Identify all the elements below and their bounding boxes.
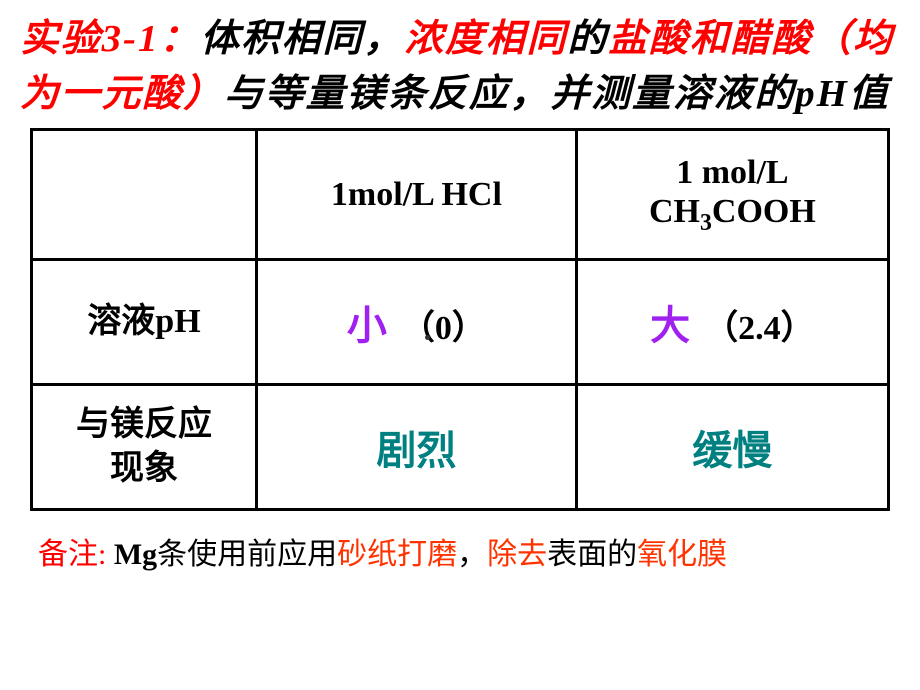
row-ph-hcl: 小 （0） bbox=[257, 260, 577, 385]
note-t2: 条使用前应用 bbox=[157, 538, 337, 571]
note-t7: 氧化膜 bbox=[637, 538, 727, 571]
row-reaction-hcl: 剧烈 bbox=[257, 385, 577, 510]
note-t3: 砂纸打磨 bbox=[337, 538, 457, 571]
header-blank bbox=[32, 130, 257, 260]
note-t5: 除去 bbox=[487, 538, 547, 571]
ph-hcl-word: 小 bbox=[347, 293, 387, 351]
row-reaction-label-a: 与镁反应 bbox=[76, 406, 212, 443]
ph-hcl-value: （0） bbox=[401, 300, 486, 349]
title-part1: 体积相同， bbox=[200, 18, 404, 60]
header-hcl: 1mol/L HCl bbox=[257, 130, 577, 260]
header-acetic: 1 mol/L CH3COOH bbox=[576, 130, 888, 260]
ph-acetic-value: （2.4） bbox=[704, 300, 815, 349]
header-hcl-text: 1mol/L HCl bbox=[331, 176, 502, 213]
header-acetic-cooh: COOH bbox=[712, 193, 816, 230]
title-label: 实验3-1： bbox=[20, 18, 200, 60]
table-row-reaction: 与镁反应 现象 剧烈 缓慢 bbox=[32, 385, 889, 510]
reaction-hcl: 剧烈 bbox=[376, 428, 456, 473]
title-part3: 的 bbox=[567, 18, 608, 60]
experiment-title: 实验3-1：体积相同，浓度相同的盐酸和醋酸（均为一元酸）与等量镁条反应，并测量溶… bbox=[20, 12, 918, 122]
note-t6: 表面的 bbox=[547, 538, 637, 571]
comparison-table: 1mol/L HCl 1 mol/L CH3COOH 溶液pH 小 （0） 大 bbox=[30, 128, 890, 511]
header-acetic-line1: 1 mol/L bbox=[676, 154, 788, 191]
header-acetic-sub: 3 bbox=[700, 209, 712, 235]
note-label: 备注: bbox=[38, 538, 106, 571]
reaction-acetic: 缓慢 bbox=[692, 428, 772, 473]
row-reaction-label: 与镁反应 现象 bbox=[32, 385, 257, 510]
slide: 实验3-1：体积相同，浓度相同的盐酸和醋酸（均为一元酸）与等量镁条反应，并测量溶… bbox=[0, 0, 920, 573]
row-reaction-acetic: 缓慢 bbox=[576, 385, 888, 510]
row-reaction-label-b: 现象 bbox=[110, 450, 178, 487]
header-acetic-ch: CH bbox=[649, 193, 700, 230]
table-header-row: 1mol/L HCl 1 mol/L CH3COOH bbox=[32, 130, 889, 260]
ph-acetic-word: 大 bbox=[650, 293, 690, 351]
footnote: 备注: Mg条使用前应用砂纸打磨，除去表面的氧化膜 bbox=[20, 529, 900, 573]
title-part2: 浓度相同 bbox=[404, 18, 567, 60]
title-part5: 与等量镁条反应，并测量溶液的pH值 bbox=[224, 73, 890, 115]
table-row-ph: 溶液pH 小 （0） 大 （2.4） bbox=[32, 260, 889, 385]
row-ph-label: 溶液pH bbox=[32, 260, 257, 385]
note-t4: ， bbox=[457, 538, 487, 571]
row-ph-acetic: 大 （2.4） bbox=[576, 260, 888, 385]
cursor-dot bbox=[425, 335, 430, 340]
note-mg: Mg bbox=[106, 538, 157, 571]
